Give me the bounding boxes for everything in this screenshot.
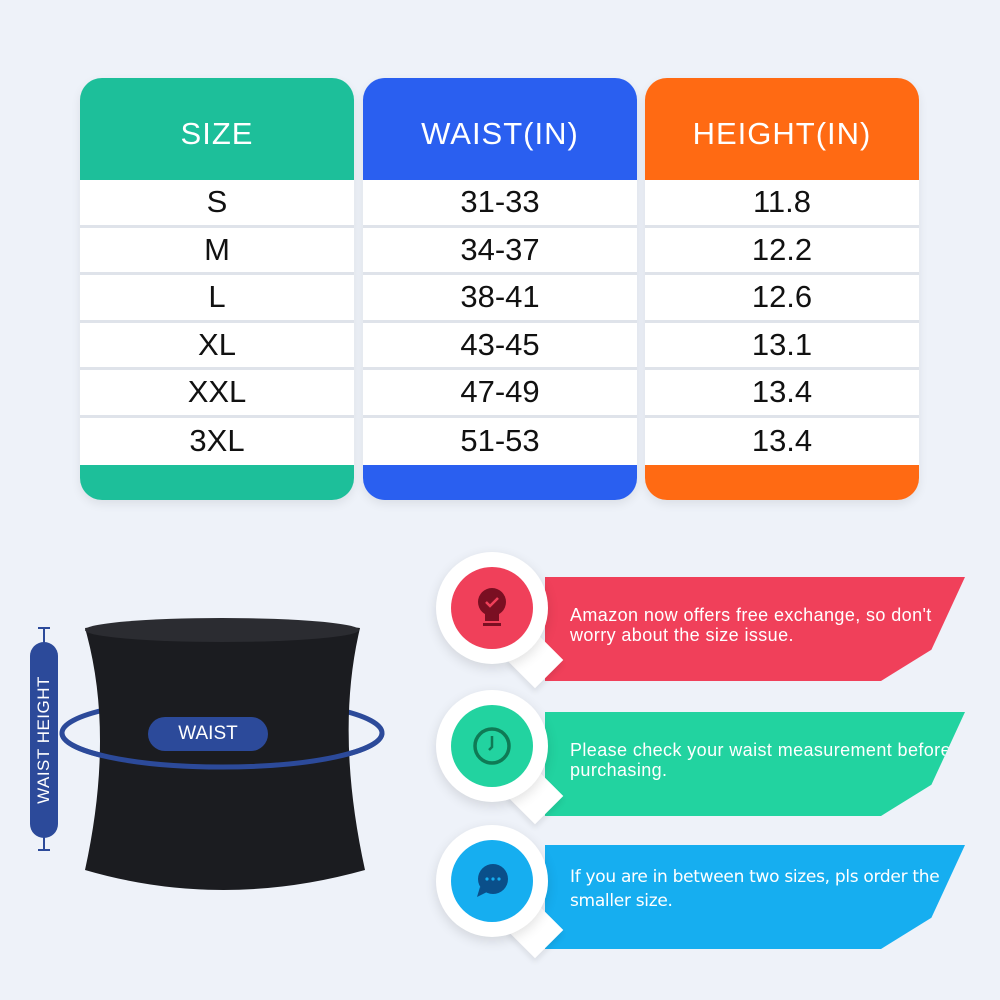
table-cell: 13.4 (751, 423, 813, 459)
table-cell: 34-37 (363, 228, 637, 275)
table-cell: S (80, 180, 354, 228)
height-column: HEIGHT(IN) 11.8 12.2 12.6 13.1 13.4 13.4 (645, 78, 919, 500)
column-header: WAIST(IN) (363, 78, 637, 180)
table-cell: M (80, 228, 354, 275)
table-cell: 13.4 (645, 370, 919, 418)
tip-text: Please check your waist measurement befo… (545, 712, 965, 816)
waist-label: WAIST (148, 717, 268, 751)
waist-column: WAIST(IN) 31-33 34-37 38-41 43-45 47-49 … (363, 78, 637, 500)
table-cell: 11.8 (645, 180, 919, 228)
waist-trainer-illustration (30, 618, 385, 890)
waist-height-label: WAIST HEIGHT (34, 676, 53, 804)
table-cell: 38-41 (363, 275, 637, 323)
column-header: HEIGHT(IN) (645, 78, 919, 180)
lightbulb-check-icon (478, 588, 506, 626)
table-cell: 51-53 (460, 423, 540, 459)
table-cell: 12.6 (645, 275, 919, 323)
column-header: SIZE (80, 78, 354, 180)
table-cell: 13.1 (645, 323, 919, 370)
table-cell: XL (80, 323, 354, 370)
table-cell: 47-49 (363, 370, 637, 418)
tip-text: Amazon now offers free exchange, so don'… (545, 577, 965, 681)
table-cell: XXL (80, 370, 354, 418)
chat-bubble-icon (477, 864, 508, 897)
belt-shape (85, 619, 365, 890)
waist-ring-front (59, 732, 385, 770)
clock-icon (473, 727, 511, 765)
size-column: SIZE S M L XL XXL 3XL (80, 78, 354, 500)
table-cell: 3XL (189, 423, 245, 459)
table-cell: 12.2 (645, 228, 919, 275)
table-cell: 43-45 (363, 323, 637, 370)
table-cell: L (80, 275, 354, 323)
table-cell: 31-33 (363, 180, 637, 228)
tip-text: If you are in between two sizes, pls ord… (545, 845, 965, 949)
